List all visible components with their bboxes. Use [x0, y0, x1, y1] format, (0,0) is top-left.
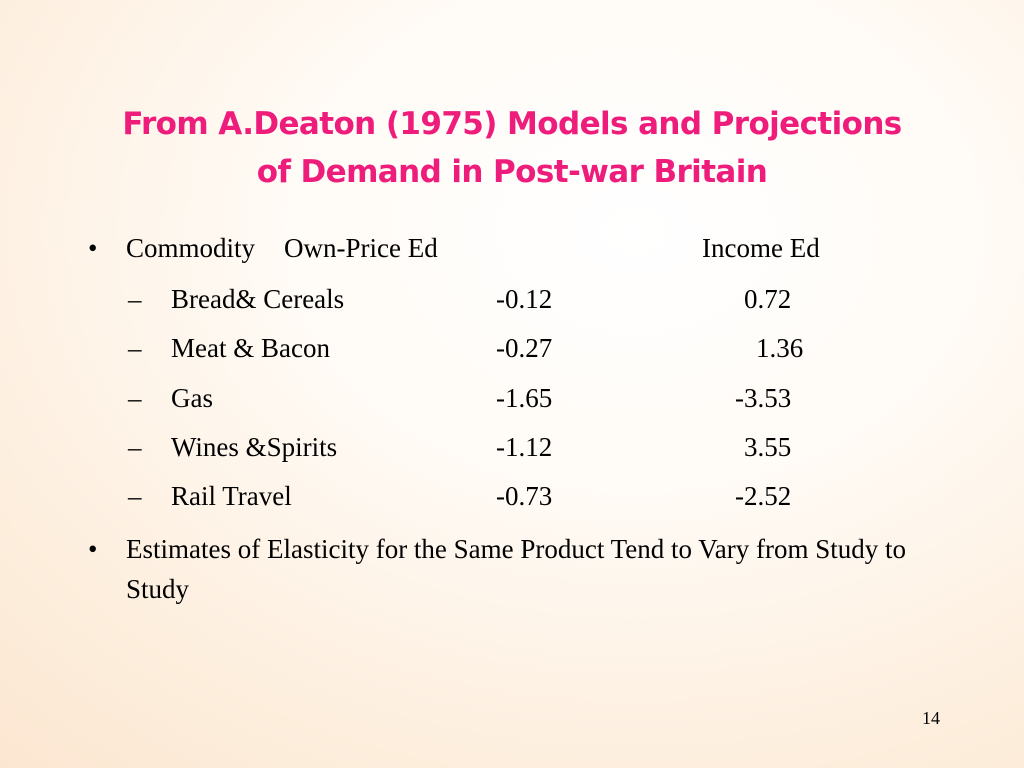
dash-icon: –: [128, 284, 142, 314]
table-row: – Meat & Bacon -0.27 1.36: [0, 328, 1024, 368]
row-own-price: -0.73: [496, 481, 553, 511]
row-own-price: -0.12: [496, 284, 553, 314]
table-row: – Bread& Cereals -0.12 0.72: [0, 279, 1024, 319]
row-income: 0.72: [744, 284, 792, 314]
table-row: – Gas -1.65 -3.53: [0, 378, 1024, 418]
slide-title: From A.Deaton (1975) Models and Projecti…: [60, 100, 964, 196]
row-commodity: Bread& Cereals: [171, 284, 345, 314]
bullet-icon: •: [88, 233, 98, 263]
row-own-price: -1.65: [496, 383, 553, 413]
row-commodity: Rail Travel: [171, 481, 292, 511]
slide-title-line-1: From A.Deaton (1975) Models and Projecti…: [122, 106, 902, 142]
header-commodity: Commodity: [126, 233, 256, 263]
row-own-price: -0.27: [496, 333, 553, 363]
table-header-row: • Commodity Own-Price Ed Income Ed: [0, 228, 1024, 268]
dash-icon: –: [128, 481, 142, 511]
dash-icon: –: [128, 432, 142, 462]
table-row: – Wines &Spirits -1.12 3.55: [0, 427, 1024, 467]
slide-title-line-2: of Demand in Post-war Britain: [256, 154, 768, 190]
row-income: -3.53: [735, 383, 792, 413]
row-income: 3.55: [744, 432, 792, 462]
table-row: – Rail Travel -0.73 -2.52: [0, 476, 1024, 516]
header-own-price: Own-Price Ed: [284, 233, 438, 263]
row-income: -2.52: [735, 481, 792, 511]
dash-icon: –: [128, 383, 142, 413]
bullet-icon: •: [88, 534, 98, 564]
row-commodity: Meat & Bacon: [171, 333, 330, 363]
row-income: 1.36: [756, 333, 804, 363]
page-number: 14: [922, 708, 940, 728]
row-own-price: -1.12: [496, 432, 553, 462]
row-commodity: Wines &Spirits: [171, 432, 338, 462]
header-income: Income Ed: [702, 233, 820, 263]
dash-icon: –: [128, 333, 142, 363]
row-commodity: Gas: [171, 383, 213, 413]
note-bullet-row: •: [0, 529, 120, 569]
note-text: Estimates of Elasticity for the Same Pro…: [126, 534, 906, 604]
